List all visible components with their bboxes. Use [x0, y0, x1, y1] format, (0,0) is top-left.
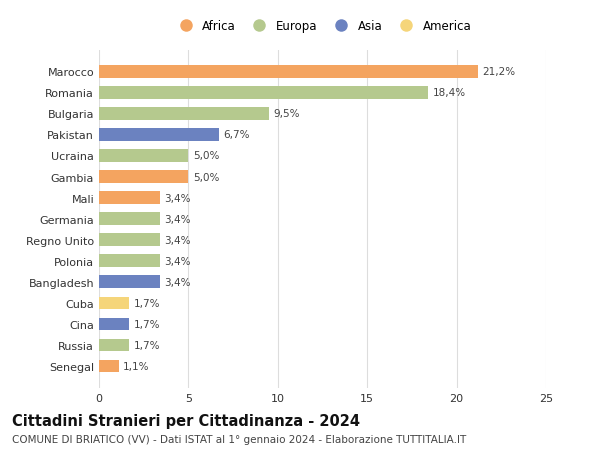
Bar	[99, 171, 188, 184]
Text: Cittadini Stranieri per Cittadinanza - 2024: Cittadini Stranieri per Cittadinanza - 2…	[12, 413, 360, 428]
Text: 1,1%: 1,1%	[123, 361, 149, 371]
Text: 3,4%: 3,4%	[164, 235, 191, 245]
Bar	[99, 318, 130, 330]
Legend: Africa, Europa, Asia, America: Africa, Europa, Asia, America	[172, 17, 473, 35]
Text: 5,0%: 5,0%	[193, 151, 219, 161]
Bar	[99, 255, 160, 268]
Bar	[99, 234, 160, 246]
Bar	[99, 66, 478, 78]
Text: 9,5%: 9,5%	[274, 109, 300, 119]
Bar	[99, 276, 160, 289]
Text: 5,0%: 5,0%	[193, 172, 219, 182]
Bar	[99, 87, 428, 100]
Text: 18,4%: 18,4%	[433, 88, 466, 98]
Bar	[99, 108, 269, 120]
Text: COMUNE DI BRIATICO (VV) - Dati ISTAT al 1° gennaio 2024 - Elaborazione TUTTITALI: COMUNE DI BRIATICO (VV) - Dati ISTAT al …	[12, 434, 466, 444]
Text: 1,7%: 1,7%	[134, 340, 160, 350]
Text: 21,2%: 21,2%	[482, 67, 515, 77]
Bar	[99, 192, 160, 204]
Bar	[99, 360, 119, 373]
Bar	[99, 213, 160, 225]
Bar	[99, 129, 219, 141]
Text: 1,7%: 1,7%	[134, 298, 160, 308]
Bar	[99, 150, 188, 162]
Text: 3,4%: 3,4%	[164, 277, 191, 287]
Text: 1,7%: 1,7%	[134, 319, 160, 329]
Text: 3,4%: 3,4%	[164, 214, 191, 224]
Text: 3,4%: 3,4%	[164, 193, 191, 203]
Bar	[99, 297, 130, 309]
Text: 6,7%: 6,7%	[223, 130, 250, 140]
Bar	[99, 339, 130, 352]
Text: 3,4%: 3,4%	[164, 256, 191, 266]
